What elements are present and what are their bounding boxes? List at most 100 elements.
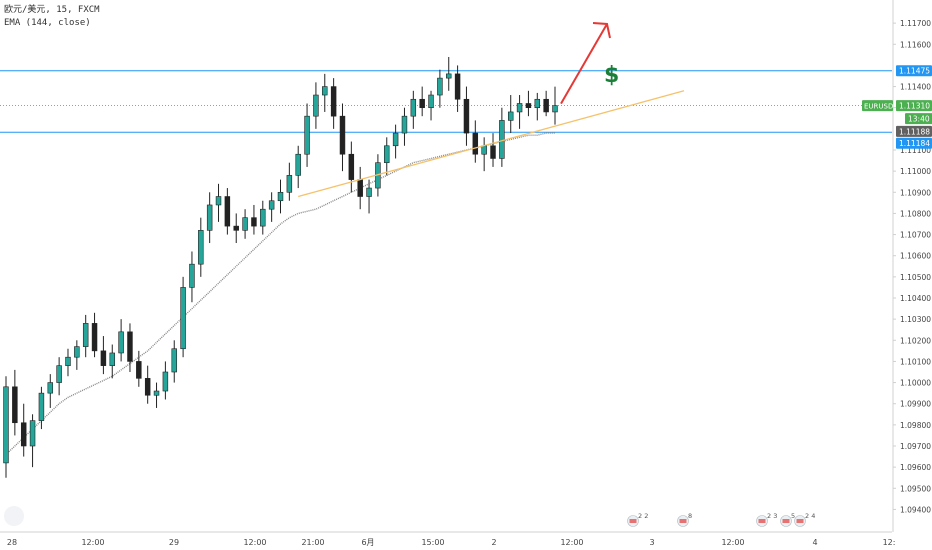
candle-body [162,371,169,392]
candle-body [136,361,142,379]
candle-body [525,103,532,109]
candle-body [304,115,310,155]
price-tick-label: 1.10300 [900,315,931,324]
candle-body [463,98,470,134]
candle-body [410,98,417,117]
candle-body [260,208,266,227]
countdown-tag-bg [905,113,932,125]
candle-body [198,230,204,265]
candle-body [454,73,461,100]
candle-body [357,179,363,197]
candle-body [472,132,479,155]
event-flag-icon [758,519,766,523]
resistance-level-tag: 1.11475 [899,67,930,76]
candle-body [91,323,98,352]
price-tick-label: 1.10200 [900,336,931,345]
current-price-tag: 1.11310 [899,102,930,111]
price-tick-label: 1.10900 [900,188,931,197]
price-tick-label: 1.10700 [900,231,931,240]
candle-body [499,120,505,159]
price-tick-label: 1.09500 [900,484,931,493]
price-tick-label: 1.11000 [900,167,931,176]
candle-body [543,98,549,113]
time-tick-label: 29 [169,538,179,547]
candle-body [189,263,195,288]
price-tick-label: 1.10600 [900,252,931,261]
candle-body [507,111,514,121]
time-tick-label: 2 [491,538,496,547]
candle-body [56,365,62,383]
candle-body [286,175,293,193]
price-tick-label: 1.09400 [900,505,931,514]
symbol-title: 欧元/美元, 15, FXCM [4,5,100,15]
price-tick-label: 1.11400 [900,83,931,92]
candle-body [180,287,186,350]
time-tick-label: 21:00 [301,538,324,547]
candle-body [82,323,89,347]
price-tick-label: 1.10800 [900,209,931,218]
candle-body [348,153,355,180]
candle-body [481,145,487,155]
candle-body [437,77,443,96]
candle-body [392,132,399,147]
candle-body [268,200,275,210]
price-tick-label: 1.11700 [900,19,931,28]
arrow-shaft [560,23,608,105]
event-flag-icon [782,519,790,523]
candle-body [251,217,257,227]
chart-legend: 欧元/美元, 15, FXCM EMA (144, close) [4,4,100,30]
price-tick-label: 1.11600 [900,40,931,49]
event-flag-icon [679,519,687,523]
candle-body [384,145,390,163]
candle-body [20,422,27,447]
event-marker-label: 2 2 [638,512,648,520]
price-tick-label: 1.09700 [900,442,931,451]
candle-body [12,386,18,424]
event-marker-label: 8 [688,512,692,520]
price-tick-label: 1.09900 [900,400,931,409]
candle-body [224,196,231,227]
candle-body [118,331,124,354]
candle-body [490,145,496,159]
price-tick-label: 1.09600 [900,463,931,472]
trendline [298,90,685,198]
resistance-level-tag-bg [896,65,932,77]
time-tick-label: 12:00 [243,538,266,547]
time-tick-label: 12:00 [560,538,583,547]
ema-price-tag-bg [896,125,932,137]
time-tick-label: 4 [812,538,817,547]
time-tick-label: 15:00 [421,538,444,547]
price-tick-label: 1.09800 [900,421,931,430]
candle-body [3,386,9,464]
time-tick-label: 28 [7,538,17,547]
candle-body [428,94,434,109]
candle-body [38,392,45,421]
dollar-annotation: $ [604,63,619,88]
candle-body [171,348,177,373]
candle-body [47,382,54,394]
current-price-tag-bg [896,100,932,112]
candle-body [277,191,284,202]
candle-body [74,346,80,358]
price-tick-label: 1.11100 [900,146,931,155]
time-tick-label: 12: [883,538,896,547]
candle-body [401,115,408,134]
candle-body [339,115,346,155]
candle-body [552,105,558,113]
tradingview-logo[interactable] [4,506,24,526]
price-tick-label: 1.10500 [900,273,931,282]
support-level-tag-bg [896,137,932,149]
ema-line [5,132,555,456]
candle-body [215,196,222,206]
event-marker-label: 5 [791,512,795,520]
candle-body [313,94,319,117]
indicator-title: EMA (144, close) [4,18,91,28]
candle-body [153,390,160,396]
time-tick-label: 12:00 [721,538,744,547]
candle-body [242,217,248,231]
price-tick-label: 1.10000 [900,379,931,388]
candle-body [100,350,107,366]
event-marker-label: 2 4 [805,512,815,520]
time-tick-label: 12:00 [81,538,104,547]
